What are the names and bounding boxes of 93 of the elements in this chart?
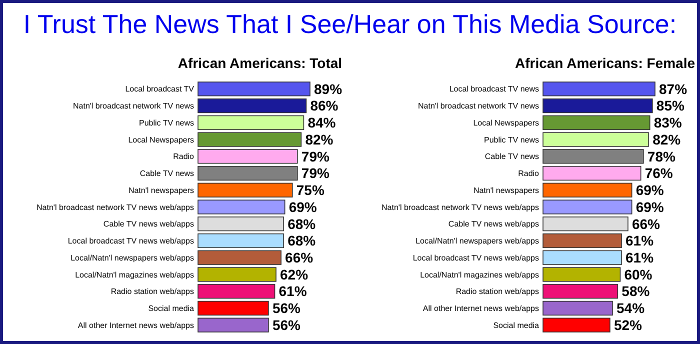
bar: [542, 82, 656, 96]
data-label: 56%: [272, 316, 302, 333]
y-tick-label: All other Internet news web/apps: [78, 320, 194, 330]
data-label: 79%: [301, 148, 330, 164]
y-tick-label: Local broadcast TV: [125, 84, 195, 94]
data-label: 61%: [278, 283, 308, 300]
y-tick-label: Cable TV news: [140, 169, 194, 178]
data-label: 86%: [310, 98, 339, 114]
y-tick-label: Natn'l newspapers: [473, 186, 539, 195]
y-tick-label: Local Newspapers: [473, 118, 539, 128]
y-tick-label: Radio station web/apps: [456, 287, 539, 296]
data-label: 52%: [614, 316, 643, 333]
y-tick-label: Natn'l broadcast network TV news: [73, 102, 194, 111]
bar: [542, 200, 632, 214]
data-label: 58%: [622, 283, 650, 300]
bar: [542, 115, 650, 130]
bar: [198, 250, 282, 265]
data-label: 79%: [301, 165, 330, 182]
y-tick-label: Cable TV news web/apps: [103, 220, 194, 229]
bar: [198, 267, 276, 282]
y-tick-label: Public TV news: [139, 118, 194, 128]
y-tick-label: Local Newspapers: [128, 135, 194, 144]
data-label: 84%: [308, 114, 336, 131]
bar: [198, 115, 304, 130]
y-tick-label: Social media: [148, 304, 195, 314]
data-label: 69%: [636, 198, 664, 215]
bar: [198, 132, 302, 147]
chart-title: African Americans: Female: [515, 55, 696, 71]
bar: [542, 132, 649, 147]
y-tick-label: All other Internet news web/apps: [422, 304, 539, 314]
data-label: 62%: [280, 266, 309, 282]
bar: [542, 284, 618, 299]
data-label: 69%: [636, 182, 664, 198]
bar: [542, 166, 642, 181]
bar: [198, 82, 310, 96]
y-tick-label: Natn'l newspapers: [128, 186, 194, 195]
data-label: 87%: [659, 80, 688, 97]
bar: [542, 250, 622, 265]
text: I Trust The News That I See/Hear on This Media Source:: [23, 9, 677, 39]
data-label: 76%: [644, 165, 674, 182]
y-tick-label: Cable TV news: [484, 152, 539, 162]
data-label: 60%: [624, 266, 653, 282]
bar: [198, 318, 269, 332]
bar: [542, 98, 653, 114]
bar: [198, 98, 307, 114]
y-tick-label: Cable TV news web/apps: [448, 220, 539, 229]
data-label: 89%: [314, 80, 343, 97]
bar: [542, 216, 628, 232]
data-label: 82%: [652, 131, 682, 148]
bar: [198, 166, 298, 181]
bar: [542, 267, 621, 282]
y-tick-label: Social media: [493, 320, 540, 330]
data-label: 85%: [656, 98, 685, 114]
y-tick-label: Local/Natn'l newspapers web/apps: [416, 236, 539, 246]
bar: [198, 284, 276, 299]
data-label: 82%: [305, 131, 334, 148]
bar: [198, 300, 269, 316]
bar: [542, 318, 610, 332]
y-tick-label: Local/Natn'l newspapers web/apps: [70, 253, 194, 262]
data-label: 66%: [285, 250, 314, 266]
bar: [198, 149, 298, 164]
data-label: 75%: [296, 182, 325, 198]
y-tick-label: Local broadcast TV news: [449, 84, 539, 94]
y-tick-label: Natn'l broadcast network TV news web/apps: [382, 202, 539, 212]
y-tick-label: Natn'l broadcast network TV news web/apps: [36, 202, 194, 212]
y-tick-label: Radio station web/apps: [110, 287, 194, 296]
data-label: 68%: [288, 232, 316, 249]
data-label: 56%: [272, 300, 302, 316]
bar: [542, 233, 622, 248]
data-label: 61%: [626, 232, 654, 249]
data-label: 83%: [654, 114, 682, 131]
data-label: 78%: [647, 148, 676, 164]
bar: [542, 149, 644, 164]
bar: [198, 200, 286, 214]
data-label: 68%: [288, 216, 316, 232]
data-label: 54%: [616, 300, 646, 316]
y-tick-label: Local broadcast TV news web/apps: [412, 253, 539, 262]
bar: [542, 182, 632, 198]
bar: [198, 216, 284, 232]
y-tick-label: Public TV news: [484, 135, 539, 144]
y-tick-label: Radio: [518, 169, 540, 178]
y-tick-label: Local/Natn'l magazines web/apps: [420, 270, 539, 280]
y-tick-label: Radio: [173, 152, 195, 162]
bar: [198, 233, 284, 248]
y-tick-label: Local/Natn'l magazines web/apps: [75, 270, 194, 280]
data-label: 69%: [288, 198, 318, 215]
y-tick-label: Local broadcast TV news web/apps: [68, 236, 194, 246]
bar: [542, 300, 613, 316]
chart-title: African Americans: Total: [178, 55, 342, 71]
data-label: 66%: [632, 216, 661, 232]
y-tick-label: Natn'l broadcast network TV news: [418, 102, 539, 111]
data-label: 61%: [626, 250, 654, 266]
bar: [198, 182, 293, 198]
